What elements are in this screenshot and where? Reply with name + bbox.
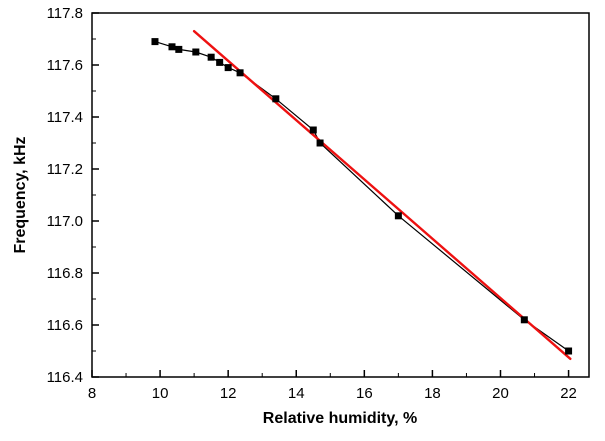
x-tick-label: 12 bbox=[220, 385, 237, 402]
y-tick-label: 116.6 bbox=[47, 317, 83, 334]
data-point-marker bbox=[309, 126, 317, 134]
data-point-marker bbox=[207, 53, 215, 61]
y-tick-label: 117.6 bbox=[47, 57, 83, 74]
data-point-marker bbox=[316, 139, 324, 147]
x-tick-label: 10 bbox=[152, 385, 169, 402]
data-point-marker bbox=[168, 43, 176, 51]
y-tick-label: 117.8 bbox=[47, 5, 83, 22]
x-axis-title: Relative humidity, % bbox=[262, 410, 418, 427]
x-tick-label: 22 bbox=[560, 385, 577, 402]
data-point-marker bbox=[565, 347, 573, 355]
data-point-marker bbox=[236, 69, 244, 77]
data-point-marker bbox=[192, 48, 200, 56]
x-tick-label: 18 bbox=[424, 385, 441, 402]
linear-fit-line bbox=[192, 30, 572, 360]
data-point-marker bbox=[224, 64, 232, 72]
data-point-marker bbox=[272, 95, 280, 103]
x-tick-label: 16 bbox=[356, 385, 373, 402]
plot-frame bbox=[91, 12, 590, 378]
y-tick-label: 117.2 bbox=[47, 161, 83, 178]
y-tick-label: 117.0 bbox=[47, 213, 83, 230]
y-axis-title: Frequency, kHz bbox=[12, 136, 29, 254]
data-point-marker bbox=[394, 212, 402, 220]
y-tick-label: 116.8 bbox=[47, 265, 83, 282]
data-point-marker bbox=[216, 58, 224, 66]
data-point-marker bbox=[520, 316, 528, 324]
x-tick-label: 8 bbox=[88, 385, 96, 402]
data-point-marker bbox=[151, 38, 159, 46]
x-tick-label: 14 bbox=[288, 385, 305, 402]
y-tick-label: 116.4 bbox=[47, 369, 83, 386]
y-tick-label: 117.4 bbox=[47, 109, 83, 126]
data-point-marker bbox=[175, 45, 183, 53]
x-tick-label: 20 bbox=[492, 385, 509, 402]
